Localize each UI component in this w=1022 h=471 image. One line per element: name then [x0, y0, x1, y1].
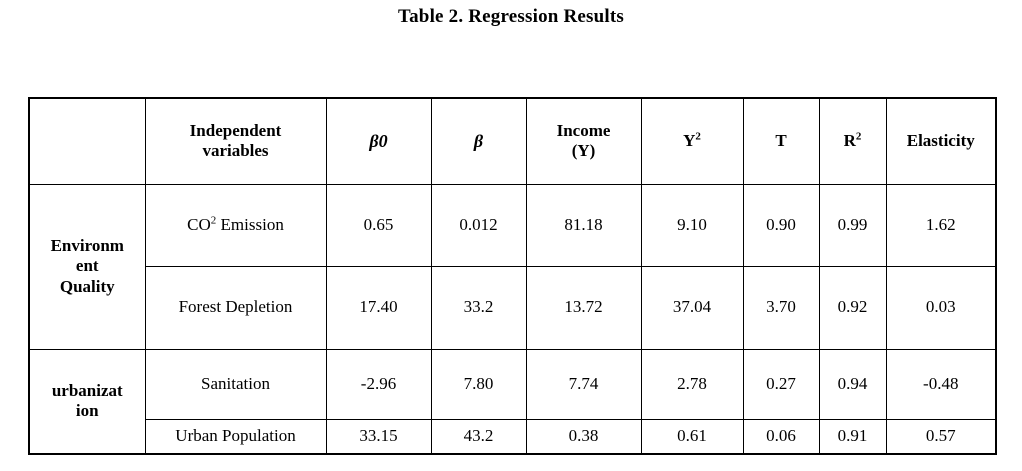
- table-row: Urban Population 33.15 43.2 0.38 0.61 0.…: [29, 418, 997, 455]
- value-cell: 33.15: [325, 418, 432, 455]
- value-cell: 3.70: [742, 265, 820, 350]
- value-cell: 0.57: [885, 418, 997, 455]
- value-cell: 0.06: [742, 418, 820, 455]
- value-cell: 7.74: [525, 348, 642, 420]
- value-cell: 7.80: [430, 348, 527, 420]
- value-cell: 0.90: [742, 183, 820, 267]
- table-row: Environm ent Quality CO2 Emission 0.65 0…: [28, 183, 997, 350]
- superscript: 2: [855, 130, 862, 143]
- value-cell: 0.38: [525, 418, 642, 455]
- value-cell: 9.10: [640, 183, 744, 267]
- superscript: 2: [695, 130, 701, 143]
- col-header-blank: [28, 97, 146, 185]
- table-row: Forest Depletion 17.40 33.2 13.72 37.04 …: [29, 265, 997, 350]
- value-cell: 0.27: [742, 348, 820, 420]
- row-group-environment-quality: Environm ent Quality: [28, 183, 146, 350]
- value-cell: 37.04: [640, 265, 744, 350]
- col-header-r-squared: R2: [818, 97, 887, 185]
- table-row: urbanizat ion Sanitation -2.96 7.80 7.74…: [28, 348, 997, 455]
- col-header-independent-variables: Independent variables: [144, 97, 327, 185]
- value-cell: 81.18: [525, 183, 642, 267]
- value-cell: 43.2: [430, 418, 527, 455]
- value-cell: 0.012: [430, 183, 527, 267]
- value-cell: 0.91: [818, 418, 887, 455]
- table-caption: Table 2. Regression Results: [397, 6, 625, 27]
- value-cell: -0.48: [885, 348, 997, 420]
- regression-results-table: Independent variables β0 β Income (Y) Y2…: [28, 97, 997, 455]
- header-row: Independent variables β0 β Income (Y) Y2…: [28, 97, 997, 185]
- row-group-urbanization: urbanizat ion: [28, 348, 146, 455]
- col-header-t: T: [742, 97, 820, 185]
- variable-cell: CO2 Emission: [144, 183, 327, 267]
- value-cell: -2.96: [325, 348, 432, 420]
- variable-cell: Forest Depletion: [144, 265, 327, 350]
- value-cell: 0.99: [818, 183, 887, 267]
- value-cell: 1.62: [885, 183, 997, 267]
- col-header-elasticity: Elasticity: [885, 97, 997, 185]
- variable-cell: Sanitation: [144, 348, 327, 420]
- value-cell: 0.61: [640, 418, 744, 455]
- variable-cell: Urban Population: [144, 418, 327, 455]
- value-cell: 0.03: [885, 265, 997, 350]
- col-header-beta: β: [430, 97, 527, 185]
- value-cell: 0.65: [325, 183, 432, 267]
- col-header-income-y: Income (Y): [525, 97, 642, 185]
- value-cell: 2.78: [640, 348, 744, 420]
- value-cell: 0.94: [818, 348, 887, 420]
- value-cell: 13.72: [525, 265, 642, 350]
- col-header-beta0: β0: [325, 97, 432, 185]
- value-cell: 0.92: [818, 265, 887, 350]
- superscript: 2: [210, 214, 217, 227]
- value-cell: 17.40: [325, 265, 432, 350]
- col-header-y-squared: Y2: [640, 97, 744, 185]
- value-cell: 33.2: [430, 265, 527, 350]
